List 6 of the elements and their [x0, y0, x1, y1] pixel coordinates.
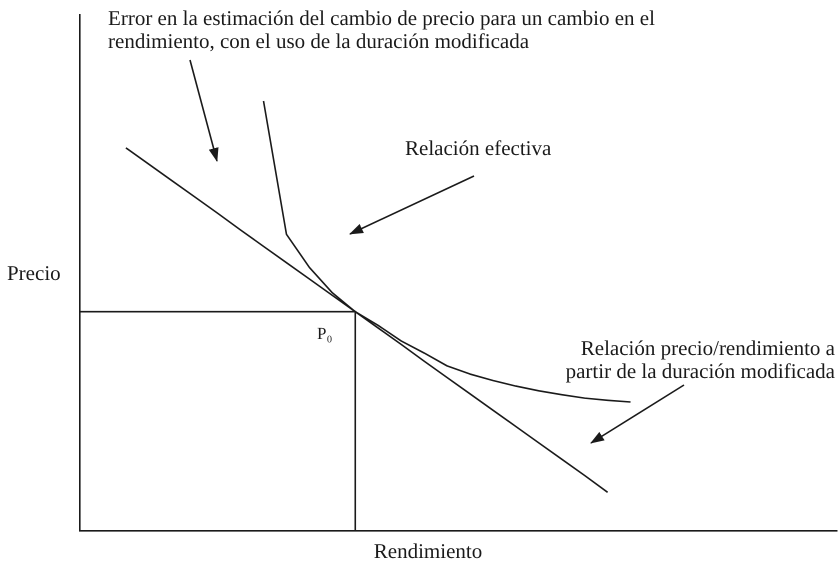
annotation: Relación efectiva: [405, 136, 552, 160]
annotation: P₀: [317, 322, 332, 345]
y-axis-title: Precio: [7, 261, 61, 285]
annotation: Relación precio/rendimiento a partir de la duración modificada: [564, 336, 835, 383]
text: Error en la estimación del cambio de precio para un cambio en el rendimiento, con el uso de la duración modificada: [108, 6, 656, 53]
x-axis-title: Rendimiento: [372, 539, 484, 563]
